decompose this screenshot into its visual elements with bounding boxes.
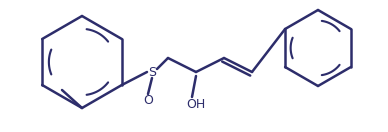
Text: O: O [143, 93, 153, 107]
Text: S: S [148, 65, 156, 79]
Text: OH: OH [186, 98, 206, 110]
